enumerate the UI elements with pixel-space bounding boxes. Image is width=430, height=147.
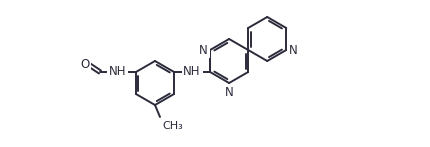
Text: NH: NH — [183, 65, 201, 77]
Text: CH₃: CH₃ — [162, 121, 183, 131]
Text: N: N — [199, 44, 208, 56]
Text: N: N — [225, 86, 233, 99]
Text: O: O — [80, 57, 89, 71]
Text: NH: NH — [109, 65, 127, 77]
Text: N: N — [289, 44, 298, 56]
